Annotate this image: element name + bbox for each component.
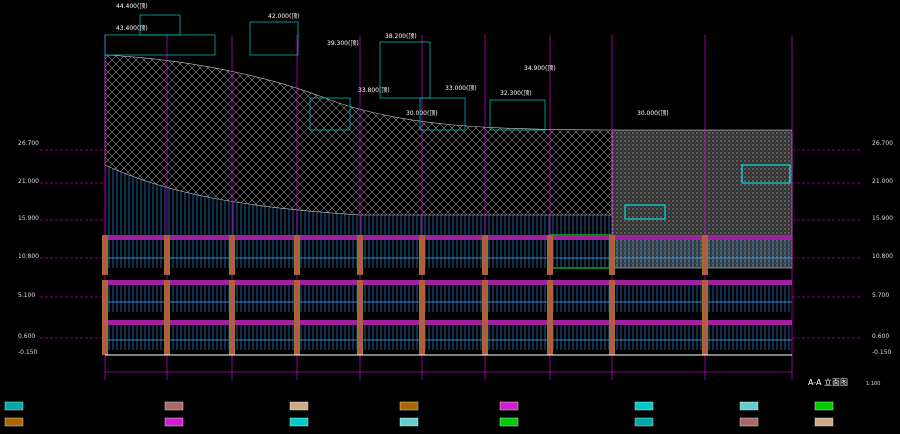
legend-swatch bbox=[499, 401, 519, 411]
legend-swatch bbox=[814, 401, 834, 411]
roof-structure bbox=[139, 14, 181, 36]
roof-structure bbox=[249, 21, 299, 56]
elevation-label: 15.900 bbox=[18, 215, 39, 222]
legend-swatch bbox=[4, 417, 24, 427]
floor-band bbox=[105, 280, 792, 312]
roof-level: 30.000(顶) bbox=[637, 110, 669, 117]
elevation-label: 21.000 bbox=[18, 178, 39, 185]
drawing-scale: 1:100 bbox=[866, 381, 880, 387]
roof-level: 33.000(顶) bbox=[445, 85, 477, 92]
elevation-label: 26.700 bbox=[18, 140, 39, 147]
roof-structure bbox=[419, 97, 466, 131]
elevation-label: 21.000 bbox=[872, 178, 893, 185]
legend-swatch bbox=[739, 401, 759, 411]
slab bbox=[105, 235, 792, 240]
elevation-label: 0.600 bbox=[18, 333, 35, 340]
elevation-label: 15.900 bbox=[872, 215, 893, 222]
legend-swatch bbox=[814, 417, 834, 427]
roof-level: 33.800(顶) bbox=[358, 87, 390, 94]
roof-level: 34.900(顶) bbox=[524, 65, 556, 72]
slab bbox=[105, 280, 792, 285]
legend-swatch bbox=[739, 417, 759, 427]
grid: 26.700 21.000 15.900 10.800 5.100 0.600 -0.150… bbox=[18, 3, 893, 380]
legend-swatch bbox=[289, 401, 309, 411]
slab bbox=[105, 320, 792, 325]
legend-swatch bbox=[634, 417, 654, 427]
elevation-label: -0.150 bbox=[872, 349, 892, 356]
roof-level: 30.000(顶) bbox=[406, 110, 438, 117]
legend-swatch bbox=[164, 401, 184, 411]
roof-level: 42.000(顶) bbox=[268, 13, 300, 20]
roof-level: 39.300(顶) bbox=[327, 40, 359, 47]
elevation-label: -0.150 bbox=[18, 349, 38, 356]
elevation-label: 5.100 bbox=[18, 292, 35, 299]
roof-level: 32.300(顶) bbox=[500, 90, 532, 97]
floor-band bbox=[105, 235, 792, 268]
legend-swatch bbox=[4, 401, 24, 411]
roof-structure bbox=[489, 99, 546, 131]
roof-level: 44.400(顶) bbox=[116, 3, 148, 10]
legend-swatch bbox=[499, 417, 519, 427]
legend-swatch bbox=[399, 401, 419, 411]
elevation-label: 0.600 bbox=[872, 333, 889, 340]
legend bbox=[4, 401, 834, 427]
roof-structure bbox=[309, 97, 351, 131]
legend-swatch bbox=[399, 417, 419, 427]
legend-swatch bbox=[634, 401, 654, 411]
legend-swatch bbox=[289, 417, 309, 427]
elevation-label: 10.800 bbox=[872, 253, 893, 260]
elevation-label: 26.700 bbox=[872, 140, 893, 147]
elevation-label: 10.800 bbox=[18, 253, 39, 260]
legend-swatch bbox=[164, 417, 184, 427]
window bbox=[624, 204, 666, 220]
window bbox=[741, 164, 791, 184]
floors bbox=[102, 235, 792, 355]
drawing-title: A-A 立面图 bbox=[808, 377, 848, 387]
roof-level: 43.400(顶) bbox=[116, 25, 148, 32]
roof-structure bbox=[379, 41, 431, 99]
elevation-label: 5.700 bbox=[872, 292, 889, 299]
roof-level: 38.200(顶) bbox=[385, 33, 417, 40]
